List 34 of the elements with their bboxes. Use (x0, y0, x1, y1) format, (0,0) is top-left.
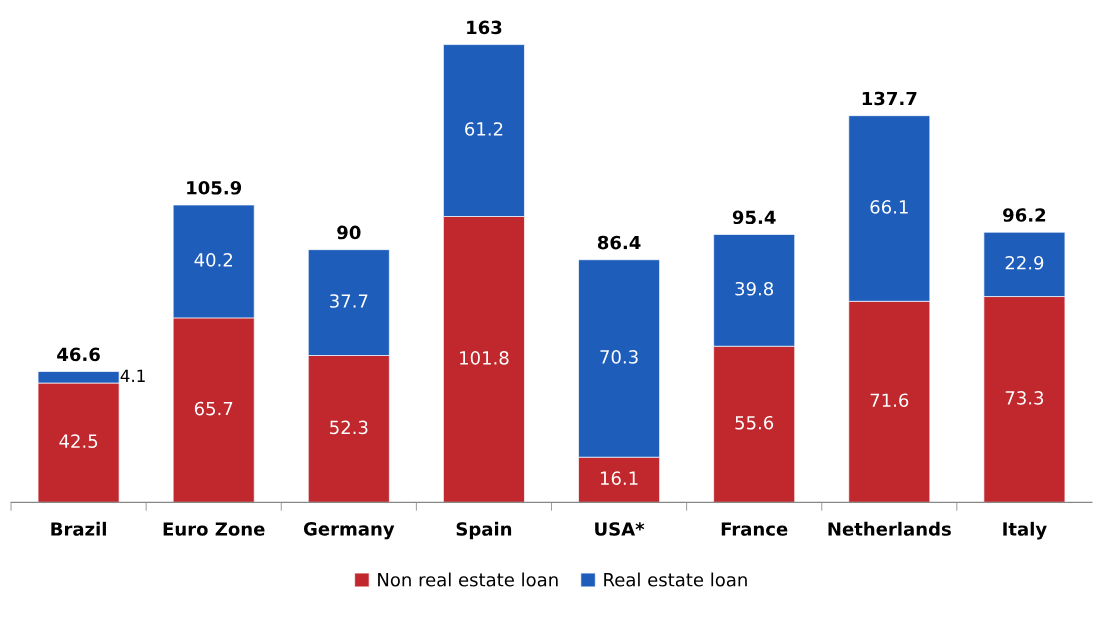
data-label: 16.1 (600, 471, 638, 486)
x-tick-label: Brazil (51, 521, 106, 536)
total-label: 46.6 (57, 347, 100, 362)
total-label: 163 (467, 20, 502, 35)
data-label: 65.7 (194, 401, 233, 416)
data-label: 70.3 (600, 350, 638, 364)
total-label: 90 (337, 225, 361, 240)
legend-label: Non real estate loan (378, 572, 558, 587)
x-tick-label: France (721, 522, 788, 536)
data-label: 22.9 (1005, 255, 1044, 270)
x-tick-label: USA* (595, 522, 645, 536)
total-label: 96.2 (1003, 208, 1046, 222)
total-label: 86.4 (597, 235, 641, 250)
data-label: 40.2 (194, 253, 232, 267)
data-label: 39.8 (735, 281, 774, 296)
x-tick-label: Spain (456, 521, 512, 540)
data-label: 55.6 (735, 415, 774, 430)
data-label: 71.6 (870, 393, 909, 408)
x-tick-label: Euro Zone (163, 522, 265, 536)
total-label: 105.9 (187, 180, 242, 195)
x-tick-label: Netherlands (828, 521, 951, 536)
data-label: 61.2 (465, 122, 503, 136)
x-tick-label: Italy (1003, 521, 1047, 540)
data-label: 52.3 (330, 420, 368, 435)
data-label: 101.8 (460, 351, 509, 365)
legend-label: Real estate loan (604, 572, 747, 587)
x-tick-label: Germany (303, 522, 395, 540)
data-label: 4.1 (120, 369, 145, 382)
data-label: 42.5 (59, 434, 98, 448)
data-label: 73.3 (1005, 391, 1044, 405)
data-label: 66.1 (870, 200, 908, 214)
total-label: 137.7 (862, 91, 917, 106)
data-label: 37.7 (330, 294, 368, 308)
total-label: 95.4 (732, 210, 776, 225)
